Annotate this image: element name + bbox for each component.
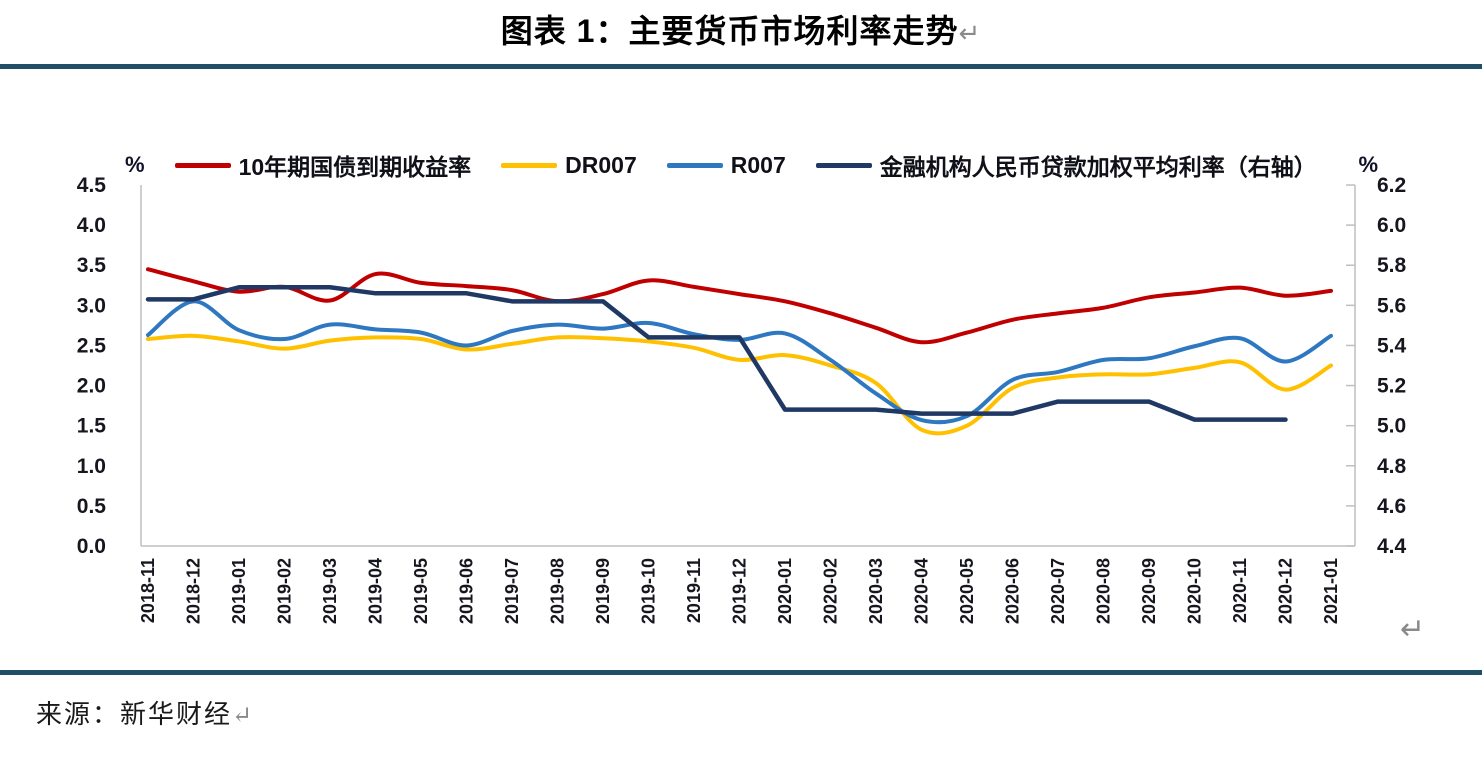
x-axis-label: 2019-09 xyxy=(593,558,613,624)
right-axis-tick-label: 6.2 xyxy=(1377,174,1406,197)
left-axis-tick-label: 1.0 xyxy=(77,455,106,478)
x-axis-label: 2020-04 xyxy=(912,558,932,624)
left-axis-tick-label: 3.5 xyxy=(77,254,107,277)
x-axis-label: 2020-02 xyxy=(821,558,841,624)
paragraph-return-icon: ↵ xyxy=(232,703,253,729)
x-axis-label: 2018-12 xyxy=(184,558,204,624)
series-line-金融机构人民币贷款加权平均利率（右轴） xyxy=(145,285,1288,422)
x-axis-label: 2019-10 xyxy=(639,558,659,624)
x-axis-label: 2020-03 xyxy=(866,558,886,624)
left-axis-tick-label: 4.5 xyxy=(77,174,107,197)
series-line-DR007 xyxy=(146,333,1333,436)
legend-line-swatch-navy xyxy=(815,162,872,168)
paragraph-return-icon: ↵ xyxy=(1400,613,1426,646)
left-axis-tick-label: 2.5 xyxy=(77,334,107,357)
x-axis-label: 2020-10 xyxy=(1185,558,1205,624)
series-line-10年期国债到期收益率 xyxy=(146,267,1333,345)
chart-title-row: 图表 1：主要货币市场利率走势↵ xyxy=(0,6,1482,52)
x-axis-label: 2019-06 xyxy=(457,558,477,624)
x-axis-label: 2020-11 xyxy=(1230,558,1250,623)
x-axis-label: 2019-07 xyxy=(502,558,522,624)
left-axis-tick-label: 4.0 xyxy=(77,214,106,237)
x-axis-label: 2020-08 xyxy=(1094,558,1114,624)
x-axis-label: 2020-05 xyxy=(957,558,977,624)
right-axis-tick-label: 5.2 xyxy=(1377,375,1406,398)
legend-item-loan-rate: 金融机构人民币贷款加权平均利率（右轴） xyxy=(815,148,1317,182)
source-line: 来源：新华财经↵ xyxy=(36,694,252,731)
x-axis-label: 2020-06 xyxy=(1003,558,1023,624)
source-text: 来源：新华财经 xyxy=(36,700,233,729)
right-axis-tick-label: 4.8 xyxy=(1377,455,1407,478)
x-axis-label: 2019-11 xyxy=(684,558,704,623)
right-axis-tick-label: 4.6 xyxy=(1377,495,1406,518)
legend-line-swatch-blue xyxy=(666,162,723,168)
right-axis-tick-label: 5.6 xyxy=(1377,294,1406,317)
x-axis-label: 2020-07 xyxy=(1048,558,1068,624)
x-axis-label: 2019-05 xyxy=(411,558,431,624)
bottom-divider-rule xyxy=(0,670,1482,675)
left-axis-unit: % xyxy=(125,152,145,177)
right-axis-tick-label: 4.4 xyxy=(1377,535,1407,558)
x-axis-label: 2018-11 xyxy=(138,558,158,623)
x-axis-label: 2021-01 xyxy=(1321,558,1341,624)
top-divider-rule xyxy=(0,64,1482,69)
paragraph-return-icon: ↵ xyxy=(958,18,982,48)
legend-line-swatch-red xyxy=(174,162,231,168)
chart-title: 图表 1：主要货币市场利率走势 xyxy=(500,13,959,49)
legend-item-r007: R007 xyxy=(666,152,786,179)
left-axis-tick-label: 0.0 xyxy=(77,535,106,558)
x-axis-label: 2019-03 xyxy=(320,558,340,624)
left-axis-tick-label: 2.0 xyxy=(77,375,106,398)
left-axis-tick-label: 3.0 xyxy=(77,294,106,317)
x-axis-label: 2019-02 xyxy=(275,558,295,624)
right-axis-tick-label: 5.4 xyxy=(1377,334,1407,357)
legend-line-swatch-gold xyxy=(501,162,558,168)
legend-item-10y-bond: 10年期国债到期收益率 xyxy=(174,148,471,182)
x-axis-label: 2019-04 xyxy=(366,558,386,624)
x-axis-label: 2019-01 xyxy=(229,558,249,624)
right-axis-tick-label: 5.0 xyxy=(1377,415,1406,438)
right-axis-unit: % xyxy=(1358,152,1378,177)
legend-item-dr007: DR007 xyxy=(501,152,637,179)
x-axis-label: 2019-12 xyxy=(730,558,750,624)
left-axis-tick-label: 1.5 xyxy=(77,415,107,438)
right-axis-tick-label: 6.0 xyxy=(1377,214,1406,237)
left-axis-tick-label: 0.5 xyxy=(77,495,107,518)
x-axis-label: 2020-12 xyxy=(1276,558,1296,624)
x-axis-label: 2020-01 xyxy=(775,558,795,624)
x-axis-label: 2020-09 xyxy=(1139,558,1159,624)
x-axis-label: 2019-08 xyxy=(548,558,568,624)
chart-legend: % 10年期国债到期收益率 DR007 R007 金融机构人民币贷款加权平均利率… xyxy=(125,148,1378,182)
right-axis-tick-label: 5.8 xyxy=(1377,254,1407,277)
